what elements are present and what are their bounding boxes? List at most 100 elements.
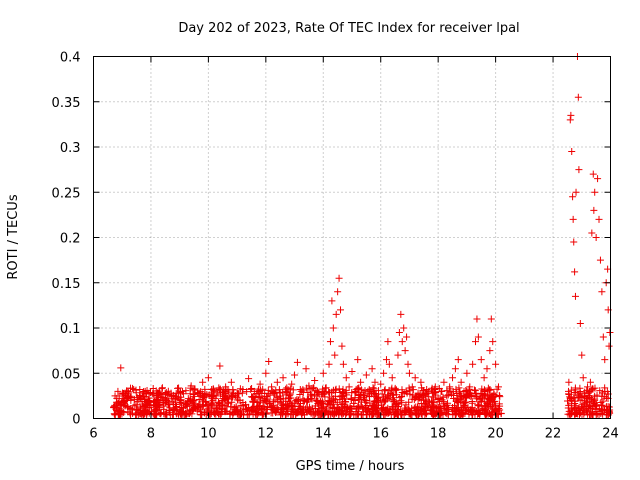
noise-point (189, 390, 197, 398)
noise-point (436, 406, 444, 414)
noise-point (572, 408, 580, 416)
noise-point (468, 397, 476, 405)
data-point (224, 398, 232, 406)
noise-point (356, 395, 364, 403)
noise-point (568, 396, 576, 404)
noise-point (295, 402, 303, 410)
noise-point (346, 403, 354, 411)
noise-point (496, 406, 504, 414)
y-tick-label: 0.05 (52, 367, 81, 382)
data-point (411, 374, 419, 382)
data-point (571, 268, 579, 276)
noise-point (474, 402, 482, 410)
noise-point (466, 406, 474, 414)
noise-point (448, 407, 456, 415)
data-point (599, 333, 607, 341)
data-point (472, 338, 480, 346)
data-point (460, 387, 468, 395)
noise-point (171, 400, 179, 408)
chart-title: Day 202 of 2023, Rate Of TEC Index for r… (178, 21, 519, 36)
noise-point (183, 400, 191, 408)
noise-point (396, 394, 404, 402)
gridlines (93, 56, 611, 419)
noise-point (580, 402, 588, 410)
noise-point (197, 406, 205, 414)
data-point (362, 371, 370, 379)
noise-point (310, 384, 318, 392)
data-point (590, 206, 598, 214)
data-point (489, 338, 497, 346)
noise-point (453, 396, 461, 404)
data-point (380, 369, 388, 377)
noise-point (387, 411, 395, 419)
noise-point (336, 396, 344, 404)
x-tick-label: 24 (602, 427, 619, 442)
noise-point (282, 409, 290, 417)
noise-point (470, 386, 478, 394)
data-point (368, 365, 376, 373)
data-point (302, 365, 310, 373)
data-point (242, 401, 250, 409)
data-point (164, 400, 172, 408)
noise-point (139, 409, 147, 417)
data-point (405, 369, 413, 377)
data-point (443, 392, 451, 400)
data-point (434, 395, 442, 403)
data-point (176, 398, 184, 406)
data-point (316, 398, 324, 406)
y-tick-label: 0.3 (60, 141, 81, 156)
noise-point (459, 409, 467, 417)
data-point (581, 392, 589, 400)
data-point (285, 395, 293, 403)
data-point (110, 404, 118, 412)
noise-point (288, 410, 296, 418)
noise-point (421, 411, 429, 419)
noise-point (454, 397, 462, 405)
noise-point (566, 393, 574, 401)
noise-point (177, 399, 185, 407)
data-point (449, 374, 457, 382)
noise-point (151, 411, 159, 419)
noise-point (379, 393, 387, 401)
x-tick-label: 18 (430, 427, 447, 442)
data-point (262, 369, 270, 377)
x-tick-label: 8 (147, 427, 155, 442)
data-point (477, 356, 485, 364)
data-point (357, 378, 365, 386)
noise-point (359, 411, 367, 419)
data-point (440, 378, 448, 386)
data-point (601, 356, 609, 364)
noise-point (330, 404, 338, 412)
noise-point (566, 411, 574, 419)
data-point (568, 148, 576, 156)
data-point (282, 387, 290, 395)
noise-point (306, 408, 314, 416)
data-point (279, 374, 287, 382)
noise-point (152, 410, 160, 418)
noise-point (195, 395, 203, 403)
noise-point (475, 409, 483, 417)
x-axis-label: GPS time / hours (296, 459, 405, 474)
data-point (588, 229, 596, 237)
noise-point (200, 394, 208, 402)
noise-point (307, 409, 315, 417)
data-point (420, 396, 428, 404)
data-point (565, 378, 573, 386)
noise-point (477, 389, 485, 397)
data-point (331, 351, 339, 359)
data-point (569, 193, 577, 201)
data-point (428, 389, 436, 397)
data-point (414, 389, 422, 397)
noise-point (603, 408, 611, 416)
noise-point (456, 388, 464, 396)
y-tick-label: 0 (72, 413, 80, 428)
noise-point (326, 407, 334, 415)
noise-point (489, 394, 497, 402)
data-point (385, 360, 393, 368)
noise-point (332, 385, 340, 393)
noise-point (458, 410, 466, 418)
data-point (384, 338, 392, 346)
noise-point (413, 392, 421, 400)
noise-point (289, 386, 297, 394)
data-point (314, 387, 322, 395)
